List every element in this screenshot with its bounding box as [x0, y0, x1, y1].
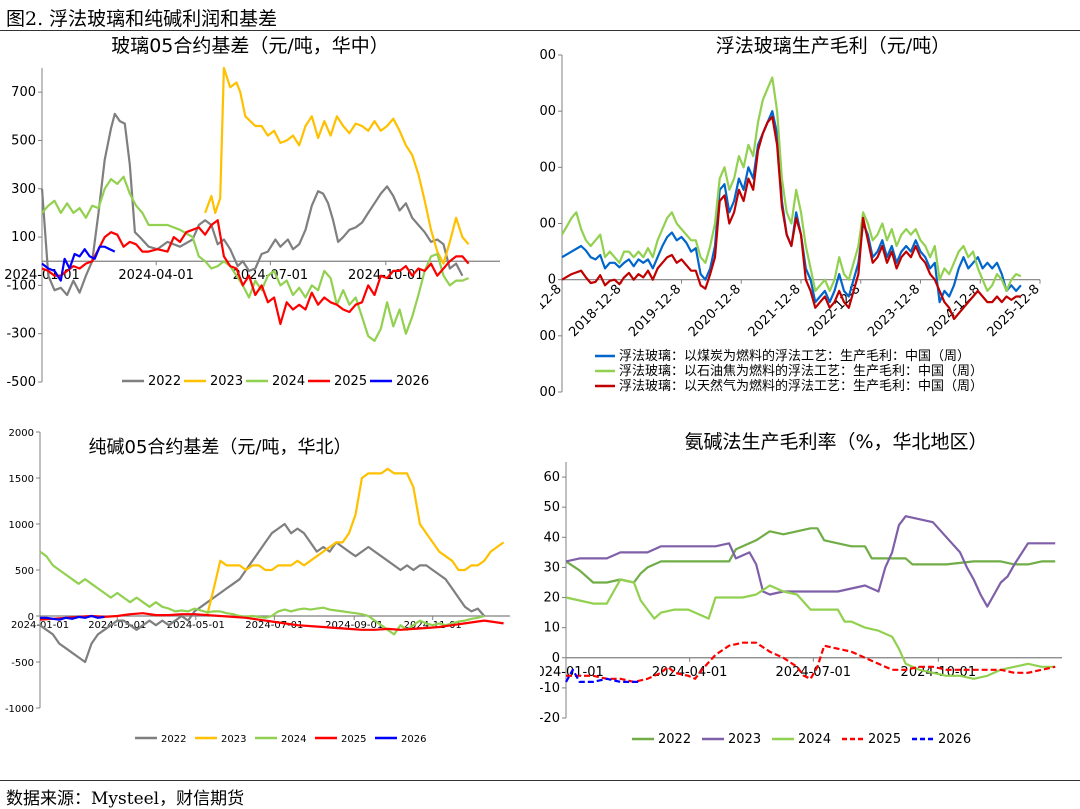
x-tick-label: 2019-12-8 [626, 282, 684, 340]
series-line-2023 [565, 515, 1056, 608]
header-rule [0, 30, 1080, 31]
x-tick-label: 2024-07-01 [233, 268, 309, 283]
chart-title: 玻璃05合约基差（元/吨，华中） [111, 35, 389, 57]
chart-ammonia-margin: 氨碱法生产毛利率（%，华北地区） 60 50 40 30 20 10 0 -10 -20 2024-… [540, 431, 1062, 747]
y-tick-label: 1500 [9, 474, 34, 485]
legend-label: 2023 [221, 734, 246, 745]
y-tick-label: 1500 [540, 104, 556, 119]
x-tick-label: 2024-10-01 [348, 268, 424, 283]
x-tick-label: 2023-12-8 [865, 282, 923, 340]
series-line-2024 [39, 550, 485, 636]
figure-title: 图2. 浮法玻璃和纯碱利润和基差 [6, 8, 278, 30]
legend-label: 浮法玻璃：以天然气为燃料的浮法工艺：生产毛利：中国（周） [619, 378, 983, 394]
x-tick-label: 2024-09-01 [325, 620, 383, 631]
legend-label: 2023 [210, 374, 243, 389]
source-note: 数据来源：Mysteel，财信期货 [6, 789, 245, 809]
series-line-1 [561, 76, 1022, 292]
y-tick-label: 0 [552, 651, 560, 666]
y-tick-label: 0 [548, 273, 556, 288]
chart-title: 氨碱法生产毛利率（%，华北地区） [684, 431, 987, 453]
series-line-2022 [39, 522, 486, 664]
x-tick-label: 2021-12-8 [746, 282, 804, 340]
series-line-2024 [565, 578, 1056, 680]
series-line-2026 [565, 668, 641, 683]
x-tick-label: 2024-05-01 [167, 620, 225, 631]
y-tick-label: 20 [543, 591, 560, 606]
series-line-2022 [565, 527, 1056, 584]
x-tick-label: 2020-12-8 [686, 282, 744, 340]
series-line-2022 [40, 112, 464, 297]
legend-label: 2026 [401, 734, 426, 745]
y-tick-label: -500 [6, 375, 36, 390]
x-tick-label: 2024-12-8 [925, 282, 983, 340]
legend-label: 2025 [341, 734, 366, 745]
y-tick-label: -1000 [540, 385, 556, 400]
y-tick-label: 100 [11, 230, 36, 245]
x-tick-label: 2025-12-8 [985, 282, 1043, 340]
y-tick-label: 40 [543, 530, 560, 545]
x-tick-label: 2024-07-01 [776, 665, 852, 680]
y-tick-label: -300 [6, 327, 36, 342]
x-tick-label: 2024-04-01 [118, 268, 194, 283]
y-tick-label: 700 [11, 85, 36, 100]
y-tick-label: 500 [15, 566, 34, 577]
series-line-2 [561, 115, 1021, 321]
y-tick-label: 0 [28, 612, 34, 623]
series-line-2025 [39, 612, 504, 631]
y-tick-label: -100 [6, 278, 36, 293]
legend-label: 2024 [281, 734, 306, 745]
series-line-2025 [566, 641, 1056, 683]
legend-label: 2022 [148, 374, 181, 389]
legend-label: 2023 [728, 732, 761, 747]
y-tick-label: 2000 [9, 428, 34, 439]
series-line-2023 [204, 66, 470, 265]
chart-glass-basis: 玻璃05合约基差（元/吨，华中） 700 500 300 100 -100 -300 -500… [4, 35, 500, 390]
legend-label: 2026 [938, 732, 971, 747]
chart-soda-basis: 纯碱05合约基差（元/吨，华北） 2000 1500 1000 500 0 -500 -100… [5, 428, 510, 745]
series-line-2025 [41, 219, 470, 326]
series-line-2026 [41, 245, 116, 282]
legend-label: 浮法玻璃：以煤炭为燃料的浮法工艺：生产毛利：中国（周） [619, 348, 970, 364]
y-tick-label: 300 [11, 182, 36, 197]
y-tick-label: 10 [543, 621, 560, 636]
legend-label: 浮法玻璃：以石油焦为燃料的浮法工艺：生产毛利：中国（周） [619, 363, 983, 379]
chart-title: 纯碱05合约基差（元/吨，华北） [89, 437, 352, 458]
y-tick-label: -500 [540, 329, 556, 344]
y-tick-label: 1000 [540, 160, 556, 175]
chart-glass-margin: 浮法玻璃生产毛利（元/吨） 2000 1500 1000 500 0 -500 -1000 20… [540, 35, 1043, 400]
chart-title: 浮法玻璃生产毛利（元/吨） [716, 35, 950, 57]
y-tick-label: 1000 [9, 520, 34, 531]
footer-rule [0, 780, 1080, 781]
y-tick-label: 60 [543, 470, 560, 485]
y-tick-label: 50 [543, 500, 560, 515]
legend-label: 2022 [161, 734, 186, 745]
legend-label: 2025 [868, 732, 901, 747]
y-tick-label: 2000 [540, 48, 556, 63]
x-tick-label: 2024-07-01 [245, 620, 303, 631]
y-tick-label: -500 [11, 658, 34, 669]
series-line-2023 [206, 467, 505, 615]
y-tick-label: 500 [540, 217, 556, 232]
legend-label: 2024 [798, 732, 831, 747]
y-tick-label: -1000 [5, 704, 34, 715]
series-line-2026 [40, 614, 105, 621]
y-tick-label: 500 [11, 133, 36, 148]
legend-label: 2024 [272, 374, 305, 389]
y-tick-label: -20 [540, 711, 560, 726]
legend-label: 2025 [334, 374, 367, 389]
legend-label: 2026 [396, 374, 429, 389]
x-tick-label: 2018-12-8 [566, 282, 624, 340]
legend-label: 2022 [658, 732, 691, 747]
x-tick-label: 2024-03-01 [88, 620, 146, 631]
series-line-2024 [41, 175, 470, 342]
series-line-0 [561, 110, 1022, 304]
y-tick-label: 30 [543, 560, 560, 575]
y-tick-label: -10 [540, 681, 560, 696]
